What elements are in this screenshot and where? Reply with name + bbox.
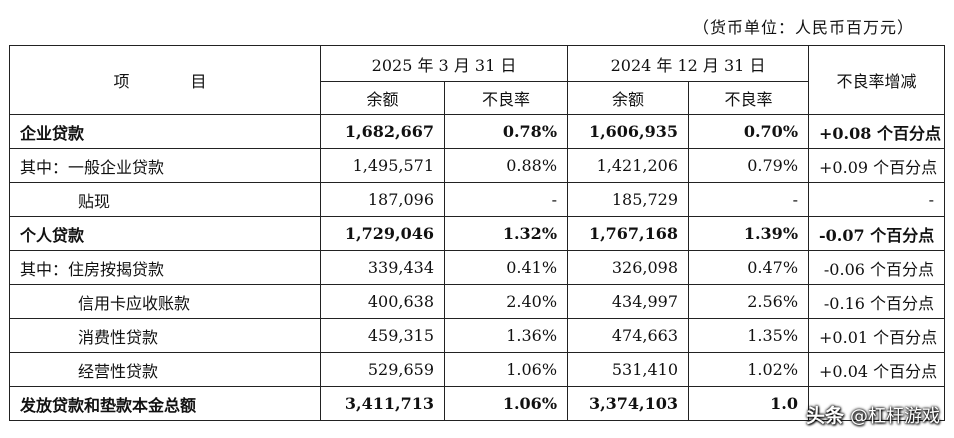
header-row-1: 项 目 2025 年 3 月 31 日 2024 年 12 月 31 日 不良率… (9, 45, 946, 115)
npl-change: -0.07 个百分点 (808, 216, 946, 251)
npl-2024: 2.56% (688, 284, 810, 319)
balance-2024: 474,663 (567, 318, 690, 353)
balance-2024: 326,098 (567, 250, 690, 285)
balance-2024: 531,410 (567, 352, 690, 387)
row-label: 经营性贷款 (9, 352, 321, 387)
row-label: 发放贷款和垫款本金总额 (9, 386, 321, 421)
npl-change (808, 386, 946, 421)
table-row-total: 发放贷款和垫款本金总额 3,411,713 1.06% 3,374,103 1.… (9, 386, 946, 421)
npl-header-2024: 不良率 (688, 81, 810, 115)
npl-2024: 0.47% (688, 250, 810, 285)
npl-2024: 1.0 (688, 386, 810, 421)
balance-2025: 459,315 (320, 318, 445, 353)
balance-2025: 3,411,713 (320, 386, 445, 421)
loan-quality-table: 项 目 2025 年 3 月 31 日 2024 年 12 月 31 日 不良率… (9, 45, 946, 421)
balance-2024: 1,767,168 (567, 216, 690, 251)
npl-2025: - (443, 182, 569, 217)
balance-2025: 1,495,571 (320, 148, 445, 183)
row-label: 个人贷款 (9, 216, 321, 251)
npl-2024: 1.35% (688, 318, 810, 353)
table-row: 贴现 187,096 - 185,729 - - (9, 182, 946, 217)
npl-2025: 1.32% (443, 216, 569, 251)
npl-2025: 2.40% (443, 284, 569, 319)
npl-change: +0.09 个百分点 (808, 148, 946, 183)
npl-2025: 1.36% (443, 318, 569, 353)
balance-header-2025: 余额 (320, 81, 445, 115)
row-label: 信用卡应收账款 (9, 284, 321, 319)
npl-2024: 0.79% (688, 148, 810, 183)
row-label: 其中：一般企业贷款 (9, 148, 321, 183)
npl-change: +0.08 个百分点 (808, 114, 946, 149)
header-row-2: 余额 不良率 余额 不良率 (10, 81, 945, 115)
balance-2024: 1,606,935 (567, 114, 690, 149)
npl-2025: 0.41% (443, 250, 569, 285)
npl-change-header: 不良率增减 (808, 45, 946, 115)
row-label: 企业贷款 (9, 114, 321, 149)
table-row: 经营性贷款 529,659 1.06% 531,410 1.02% +0.04 … (9, 352, 946, 387)
table-row: 企业贷款 1,682,667 0.78% 1,606,935 0.70% +0.… (9, 114, 946, 149)
npl-change: - (808, 182, 946, 217)
date2-header: 2024 年 12 月 31 日 (567, 45, 810, 82)
balance-2025: 529,659 (320, 352, 445, 387)
balance-2024: 185,729 (567, 182, 690, 217)
balance-2025: 187,096 (320, 182, 445, 217)
npl-change: +0.01 个百分点 (808, 318, 946, 353)
npl-2024: 1.39% (688, 216, 810, 251)
npl-2024: 0.70% (688, 114, 810, 149)
npl-change: -0.06 个百分点 (808, 250, 946, 285)
npl-2025: 1.06% (443, 352, 569, 387)
balance-2024: 434,997 (567, 284, 690, 319)
balance-2024: 1,421,206 (567, 148, 690, 183)
watermark: 头条 @杠杆游戏 (806, 401, 940, 428)
row-label: 其中：住房按揭贷款 (9, 250, 321, 285)
npl-change: -0.16 个百分点 (808, 284, 946, 319)
npl-2025: 1.06% (443, 386, 569, 421)
toutiao-logo-icon: 头条 (805, 405, 844, 427)
balance-2025: 1,729,046 (320, 216, 445, 251)
row-label: 消费性贷款 (9, 318, 321, 353)
watermark-handle: @杠杆游戏 (850, 405, 940, 427)
npl-change: +0.04 个百分点 (808, 352, 946, 387)
balance-2025: 1,682,667 (320, 114, 445, 149)
date1-header: 2025 年 3 月 31 日 (319, 45, 569, 82)
table-row: 消费性贷款 459,315 1.36% 474,663 1.35% +0.01 … (9, 318, 946, 353)
table-row: 其中：住房按揭贷款 339,434 0.41% 326,098 0.47% -0… (9, 250, 946, 285)
npl-2024: - (688, 182, 810, 217)
balance-2024: 3,374,103 (567, 386, 690, 421)
table-row: 个人贷款 1,729,046 1.32% 1,767,168 1.39% -0.… (9, 216, 946, 251)
table-row: 其中：一般企业贷款 1,495,571 0.88% 1,421,206 0.79… (9, 148, 946, 183)
npl-2025: 0.88% (443, 148, 569, 183)
npl-2025: 0.78% (443, 114, 569, 149)
balance-2025: 400,638 (320, 284, 445, 319)
balance-header-2024: 余额 (567, 81, 690, 115)
row-label: 贴现 (9, 182, 321, 217)
item-header: 项 目 (9, 45, 321, 115)
balance-2025: 339,434 (320, 250, 445, 285)
table-row: 信用卡应收账款 400,638 2.40% 434,997 2.56% -0.1… (9, 284, 946, 319)
npl-2024: 1.02% (688, 352, 810, 387)
currency-unit-note: （货币单位：人民币百万元） (692, 18, 914, 37)
npl-header-2025: 不良率 (443, 81, 569, 115)
